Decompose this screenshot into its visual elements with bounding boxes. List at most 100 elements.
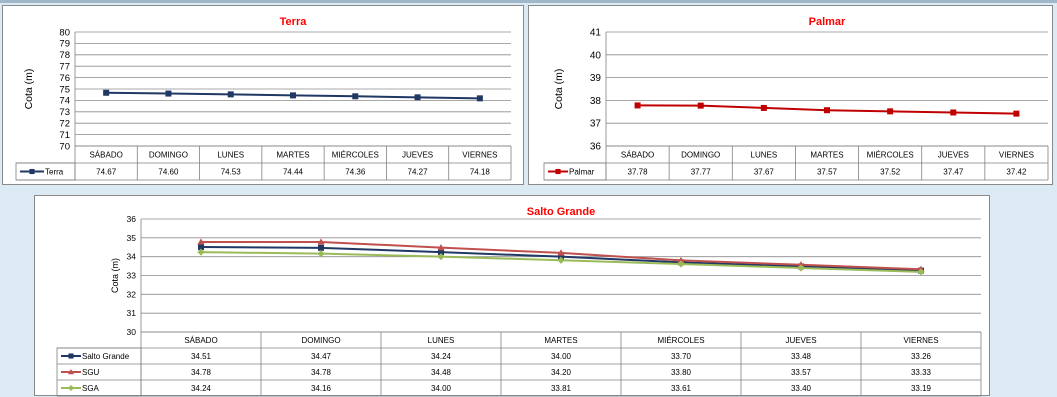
y-tick-label: 75 bbox=[59, 84, 70, 95]
x-tick-label: VIERNES bbox=[903, 336, 938, 345]
chart-title: Terra bbox=[280, 16, 308, 28]
x-tick-label: DOMINGO bbox=[301, 336, 340, 345]
data-table-value: 37.52 bbox=[880, 167, 901, 176]
data-table-value: 34.78 bbox=[311, 368, 332, 377]
y-tick-label: 40 bbox=[590, 50, 602, 61]
data-table-value: 33.80 bbox=[671, 368, 692, 377]
data-table-value: 33.61 bbox=[671, 384, 692, 393]
y-tick-label: 76 bbox=[59, 73, 70, 84]
data-table-value: 33.19 bbox=[911, 384, 932, 393]
y-tick-label: 80 bbox=[59, 27, 70, 38]
data-point bbox=[797, 264, 805, 272]
data-table-value: 34.48 bbox=[431, 368, 452, 377]
x-tick-label: LUNES bbox=[428, 336, 455, 345]
data-point bbox=[198, 244, 204, 251]
data-point bbox=[438, 249, 444, 256]
x-tick-label: VIERNES bbox=[462, 150, 497, 159]
data-table-value: 33.48 bbox=[791, 352, 812, 361]
y-tick-label: 33 bbox=[127, 270, 137, 280]
data-point bbox=[824, 107, 830, 114]
y-tick-label: 38 bbox=[590, 96, 602, 107]
data-point bbox=[557, 256, 565, 264]
y-tick-label: 73 bbox=[59, 107, 70, 118]
data-point bbox=[634, 102, 641, 109]
data-table-value: 74.53 bbox=[221, 167, 242, 176]
x-tick-label: SÁBADO bbox=[184, 336, 217, 345]
chart-salto-grande: Salto Grande 30 31 32 33 34 35 36 Cota (m) SÁBADO… bbox=[56, 206, 982, 397]
data-table-value: 34.51 bbox=[191, 352, 212, 361]
legend-key-marker bbox=[29, 168, 35, 175]
x-tick-label: LUNES bbox=[217, 150, 244, 159]
data-table-value: 37.77 bbox=[691, 167, 712, 176]
x-tick-label: MIÉRCOLES bbox=[332, 150, 379, 159]
data-table-value: 37.67 bbox=[754, 167, 775, 176]
data-point bbox=[317, 250, 325, 258]
data-table-value: 33.70 bbox=[671, 352, 692, 361]
data-point bbox=[950, 109, 957, 116]
legend-label: SGA bbox=[82, 384, 100, 393]
y-tick-label: 74 bbox=[59, 96, 70, 107]
data-point bbox=[318, 244, 324, 251]
legend-key-marker bbox=[555, 168, 561, 175]
y-tick-label: 31 bbox=[127, 308, 137, 318]
data-table-value: 34.20 bbox=[551, 368, 572, 377]
data-point bbox=[317, 238, 325, 245]
data-table-value: 34.24 bbox=[191, 384, 212, 393]
y-axis-label: Cota (m) bbox=[23, 69, 35, 110]
x-tick-label: SÁBADO bbox=[89, 150, 122, 159]
data-table-value: 33.81 bbox=[551, 384, 572, 393]
chart-salto-grande-panel: Salto Grande 30 31 32 33 34 35 36 Cota (m) SÁBADO… bbox=[34, 195, 990, 397]
x-tick-label: MIÉRCOLES bbox=[657, 336, 704, 345]
data-point bbox=[290, 92, 296, 99]
legend-label: SGU bbox=[82, 368, 100, 377]
y-tick-label: 35 bbox=[127, 233, 137, 243]
x-tick-label: MARTES bbox=[544, 336, 577, 345]
data-table-value: 33.26 bbox=[911, 352, 932, 361]
legend-key-marker bbox=[67, 384, 75, 392]
chart-terra-panel: Terra 70 71 72 73 74 75 76 77 78 79 80 Cota (m) SÁBAD… bbox=[2, 5, 524, 185]
data-table-value: 34.16 bbox=[311, 384, 332, 393]
data-table-value: 74.36 bbox=[345, 167, 366, 176]
data-table-value: 34.00 bbox=[431, 384, 452, 393]
data-table-value: 37.47 bbox=[943, 167, 964, 176]
data-table-value: 74.27 bbox=[408, 167, 429, 176]
data-point bbox=[697, 102, 704, 109]
data-point bbox=[437, 253, 445, 261]
y-tick-label: 30 bbox=[127, 327, 137, 337]
y-tick-label: 41 bbox=[590, 28, 602, 39]
x-tick-label: DOMINGO bbox=[681, 150, 720, 159]
y-tick-label: 70 bbox=[59, 141, 70, 152]
y-tick-label: 37 bbox=[590, 119, 602, 130]
data-point bbox=[760, 104, 767, 111]
data-point bbox=[437, 244, 445, 251]
data-table-value: 74.18 bbox=[470, 167, 491, 176]
data-point bbox=[197, 238, 205, 245]
data-table-value: 74.67 bbox=[96, 167, 117, 176]
y-axis-label: Cota (m) bbox=[110, 258, 120, 293]
top-strip bbox=[0, 0, 1057, 3]
data-table-value: 37.42 bbox=[1006, 167, 1027, 176]
y-tick-label: 34 bbox=[127, 252, 137, 262]
data-point bbox=[414, 94, 421, 101]
data-table-value: 33.57 bbox=[791, 368, 812, 377]
data-table-value: 34.47 bbox=[311, 352, 332, 361]
data-point bbox=[476, 95, 483, 102]
chart-palmar-panel: Palmar 36 37 38 39 40 41 Cota (m) SÁBADO DOMINGO L… bbox=[528, 5, 1053, 185]
data-table-value: 33.33 bbox=[911, 368, 932, 377]
data-point bbox=[557, 249, 565, 256]
x-tick-label: JUEVES bbox=[938, 150, 969, 159]
y-tick-label: 32 bbox=[127, 289, 137, 299]
y-axis-label: Cota (m) bbox=[553, 69, 565, 110]
data-table-value: 34.24 bbox=[431, 352, 452, 361]
data-table-value: 74.44 bbox=[283, 167, 304, 176]
data-point bbox=[1013, 110, 1020, 117]
data-point bbox=[227, 91, 234, 98]
x-tick-label: JUEVES bbox=[402, 150, 433, 159]
legend-label: Terra bbox=[45, 167, 64, 176]
data-point bbox=[677, 256, 685, 264]
legend-label: Palmar bbox=[569, 167, 595, 176]
y-tick-label: 39 bbox=[590, 73, 602, 84]
x-tick-label: DOMINGO bbox=[149, 150, 188, 159]
chart-palmar: Palmar 36 37 38 39 40 41 Cota (m) SÁBADO DOMINGO L… bbox=[543, 16, 1049, 181]
